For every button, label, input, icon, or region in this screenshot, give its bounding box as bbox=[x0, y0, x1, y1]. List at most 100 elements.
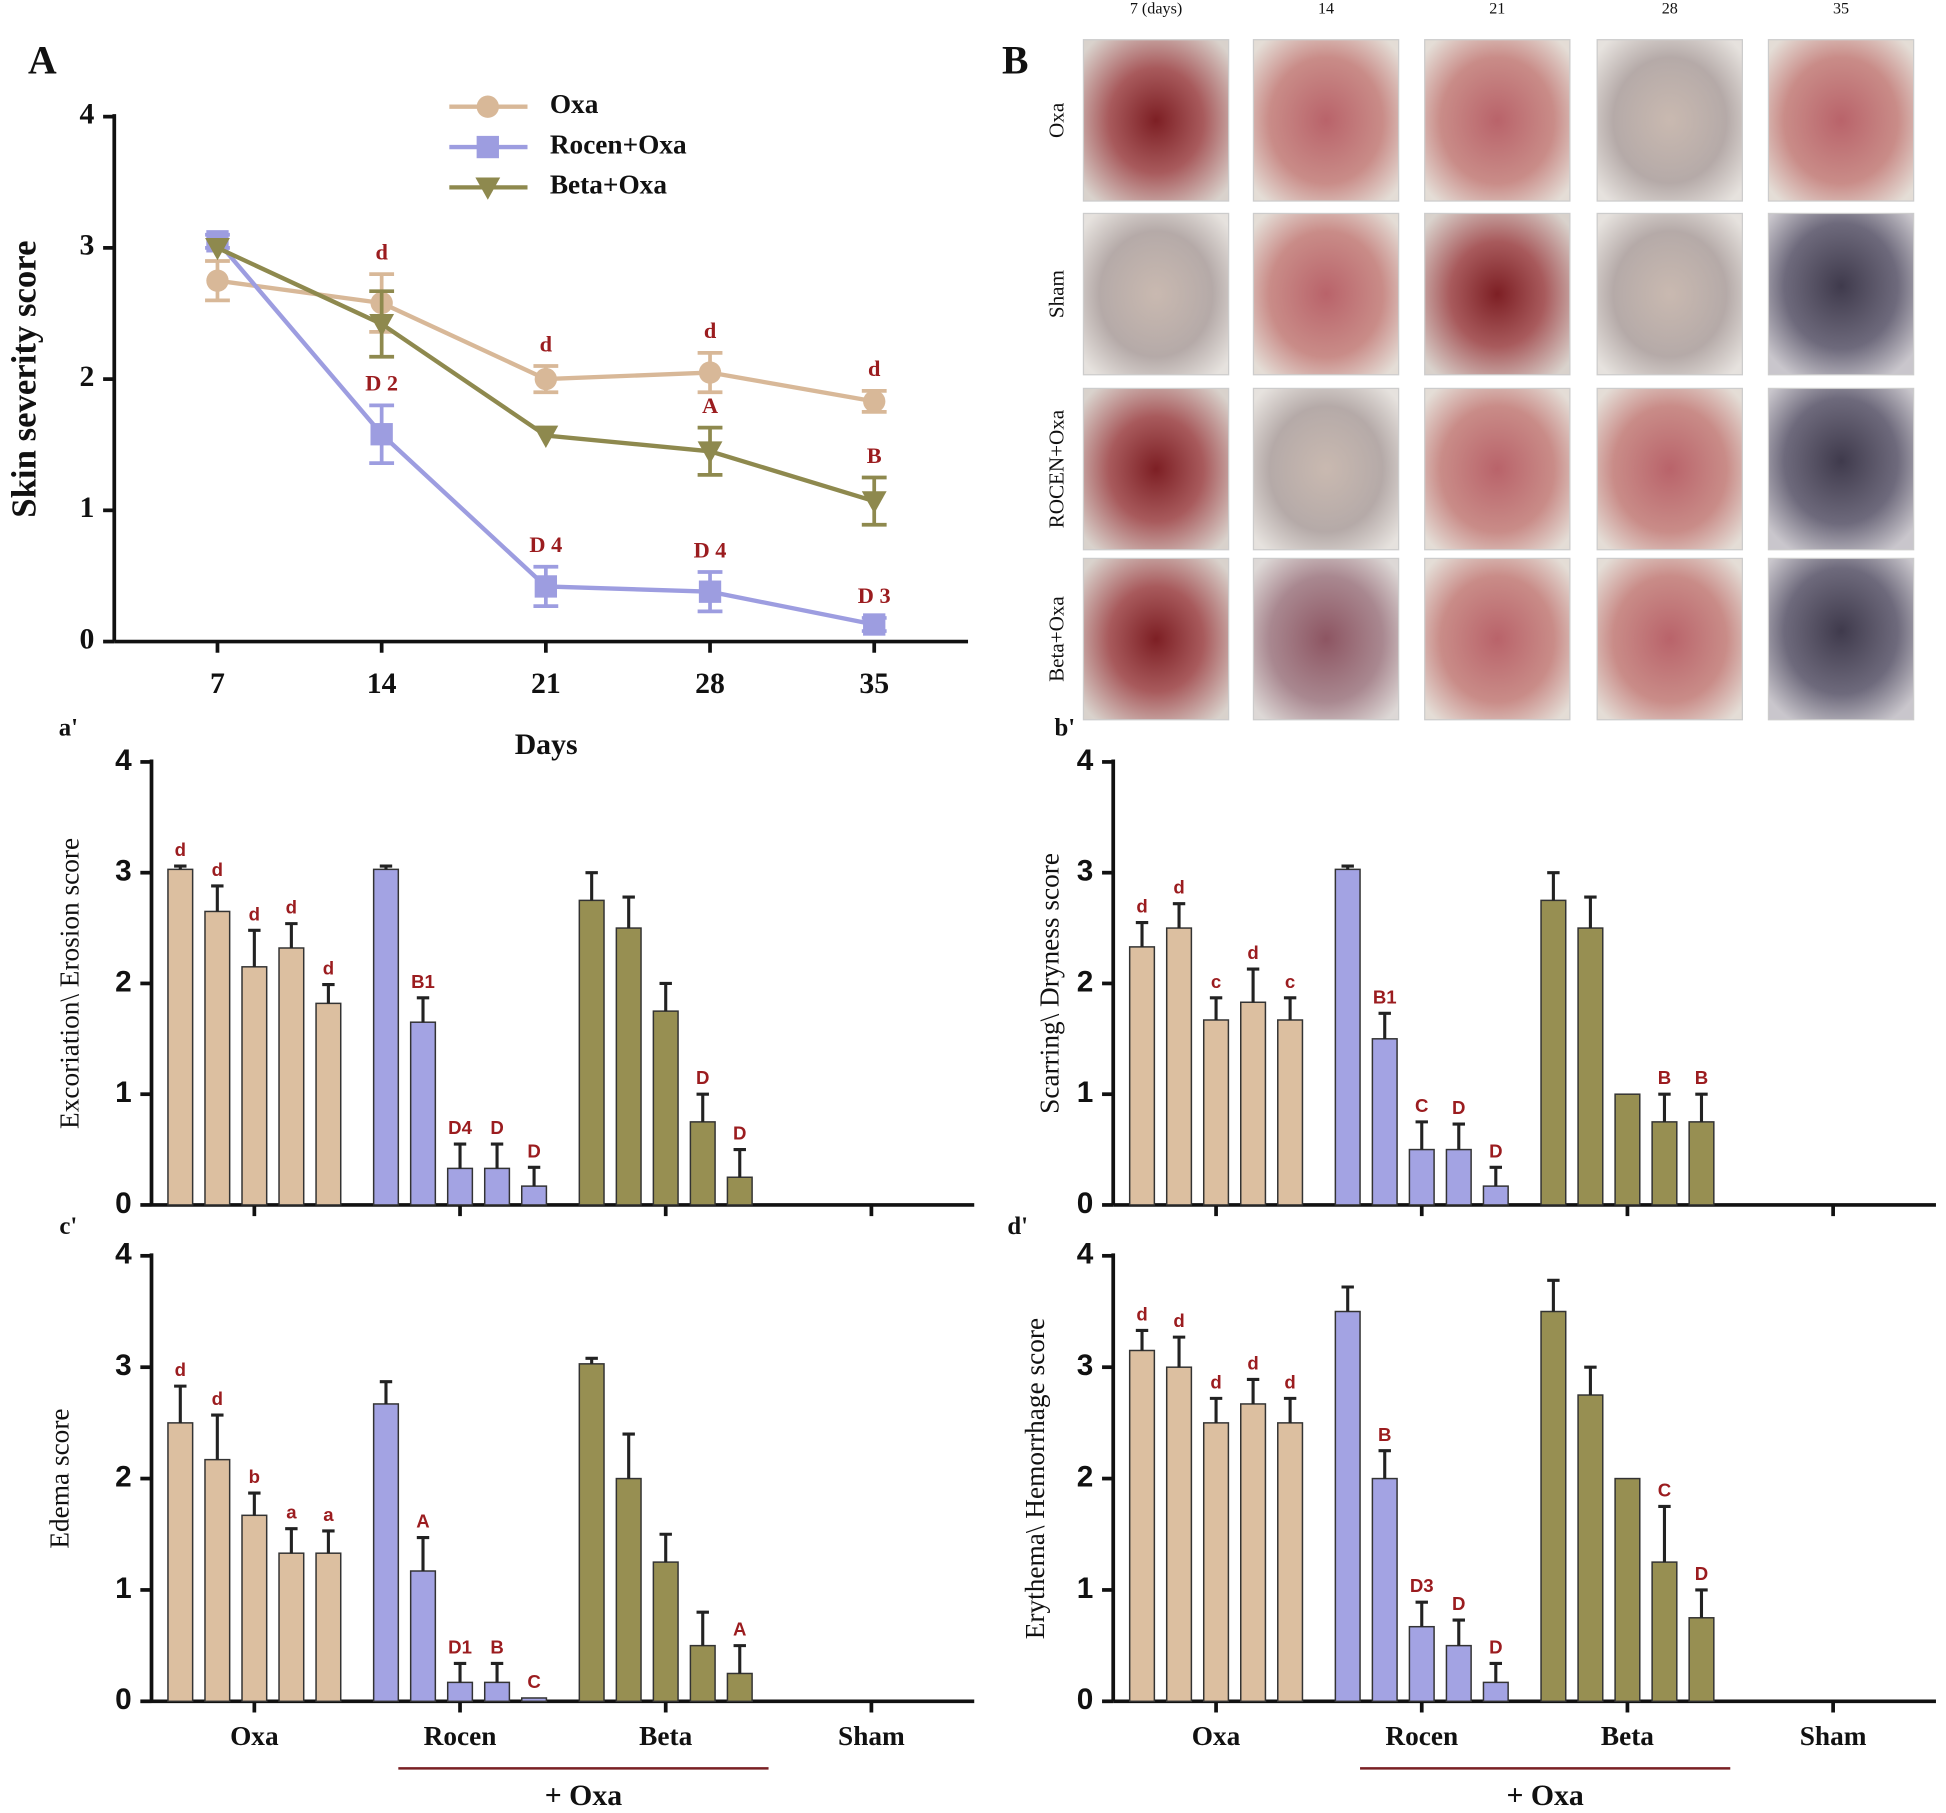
bar bbox=[1688, 1121, 1715, 1206]
annotation: d bbox=[286, 897, 297, 918]
column-label: 7 (days) bbox=[1130, 1, 1182, 18]
annotation: B1 bbox=[1373, 986, 1397, 1007]
photo bbox=[1424, 39, 1571, 202]
bar bbox=[167, 1422, 194, 1703]
annotation: b bbox=[249, 1466, 260, 1487]
bar bbox=[204, 910, 231, 1206]
error-bar bbox=[490, 1661, 504, 1683]
error-bar bbox=[1378, 1011, 1391, 1039]
bar bbox=[689, 1121, 716, 1206]
y-tick-label: 1 bbox=[115, 1572, 132, 1605]
bar bbox=[578, 899, 605, 1206]
annotation: d bbox=[1136, 1303, 1147, 1324]
annotation: B bbox=[867, 443, 882, 468]
bar bbox=[1540, 1310, 1567, 1703]
error-bar bbox=[285, 1527, 298, 1554]
error-bar bbox=[248, 1491, 261, 1516]
bar bbox=[652, 1561, 679, 1703]
error-bar bbox=[1283, 996, 1297, 1020]
marker bbox=[534, 575, 558, 598]
error-bar bbox=[733, 1644, 746, 1674]
error-bar bbox=[733, 1148, 746, 1178]
bar bbox=[1334, 868, 1361, 1206]
bar bbox=[726, 1176, 753, 1206]
photo bbox=[1252, 387, 1400, 551]
group-note: + Oxa bbox=[545, 1779, 622, 1812]
annotation: d bbox=[375, 239, 388, 264]
annotation: D 2 bbox=[365, 371, 398, 396]
annotation: a bbox=[286, 1502, 297, 1523]
annotation: c bbox=[1285, 971, 1295, 992]
y-tick-label: 2 bbox=[115, 965, 132, 998]
bar bbox=[1540, 899, 1567, 1206]
annotation: d bbox=[1173, 1310, 1184, 1331]
x-tick-label: Beta bbox=[1601, 1721, 1654, 1751]
bar bbox=[689, 1644, 716, 1703]
error-bar bbox=[1695, 1092, 1708, 1122]
column-label: 21 bbox=[1489, 1, 1505, 18]
x-tick-label: Rocen bbox=[424, 1721, 497, 1751]
marker bbox=[534, 367, 558, 391]
error-bar bbox=[696, 1092, 709, 1122]
bar bbox=[1577, 1394, 1604, 1703]
error-bar bbox=[211, 884, 224, 912]
bar bbox=[278, 1552, 305, 1703]
annotation: D bbox=[1489, 1636, 1502, 1657]
annotation: D bbox=[1695, 1563, 1708, 1584]
error-bar bbox=[1341, 864, 1354, 870]
y-tick-label: 3 bbox=[115, 855, 132, 888]
y-axis-title: Erythema\ Hemorrhage score bbox=[1020, 1318, 1050, 1639]
bar bbox=[1128, 946, 1156, 1206]
x-tick-label: Sham bbox=[838, 1721, 905, 1751]
bar bbox=[1651, 1121, 1678, 1206]
error-bar bbox=[1246, 1377, 1260, 1404]
bar bbox=[446, 1167, 474, 1206]
y-tick-label: 2 bbox=[1077, 1460, 1094, 1493]
bar bbox=[1128, 1349, 1156, 1703]
marker bbox=[369, 314, 395, 337]
annotation: D bbox=[527, 1140, 540, 1161]
photo bbox=[1252, 212, 1400, 376]
error-bar bbox=[1489, 1165, 1503, 1187]
error-bar bbox=[490, 1142, 504, 1169]
bar bbox=[1371, 1038, 1398, 1206]
y-axis-title: Edema score bbox=[44, 1408, 74, 1548]
annotation: d bbox=[212, 859, 223, 880]
error-bar bbox=[1341, 1285, 1354, 1312]
bar bbox=[1202, 1422, 1230, 1703]
row-label: ROCEN+Oxa bbox=[1044, 409, 1068, 528]
error-bar bbox=[585, 1356, 598, 1364]
error-bar bbox=[453, 1661, 467, 1683]
bar bbox=[1445, 1644, 1472, 1703]
bar bbox=[241, 966, 268, 1206]
error-bar bbox=[285, 922, 298, 948]
y-tick-label: 3 bbox=[1077, 1349, 1094, 1382]
annotation: A bbox=[733, 1619, 746, 1640]
x-tick-label: 7 bbox=[210, 667, 225, 700]
marker bbox=[533, 425, 559, 448]
annotation: d bbox=[704, 318, 717, 343]
error-bar bbox=[585, 871, 598, 901]
annotation: D bbox=[696, 1067, 709, 1088]
error-bar bbox=[1246, 967, 1260, 1003]
y-tick-label: 0 bbox=[1077, 1683, 1094, 1716]
bar bbox=[278, 947, 305, 1206]
error-bar bbox=[1209, 996, 1223, 1020]
x-tick-label: 21 bbox=[531, 667, 561, 700]
error-bar bbox=[1415, 1600, 1428, 1627]
annotation: D4 bbox=[448, 1117, 472, 1138]
panel-label: b' bbox=[1054, 714, 1075, 741]
annotation: d bbox=[175, 1359, 186, 1380]
annotation: B bbox=[1695, 1067, 1708, 1088]
error-bar bbox=[1283, 1396, 1297, 1423]
y-tick-label: 0 bbox=[1077, 1187, 1094, 1220]
annotation: d bbox=[249, 903, 260, 924]
bar bbox=[446, 1681, 474, 1703]
photo bbox=[1767, 557, 1915, 721]
bar bbox=[652, 1010, 679, 1206]
x-tick-label: Beta bbox=[639, 1721, 692, 1751]
bar bbox=[1408, 1625, 1435, 1703]
bar bbox=[372, 868, 400, 1206]
x-tick-label: Rocen bbox=[1385, 1721, 1458, 1751]
